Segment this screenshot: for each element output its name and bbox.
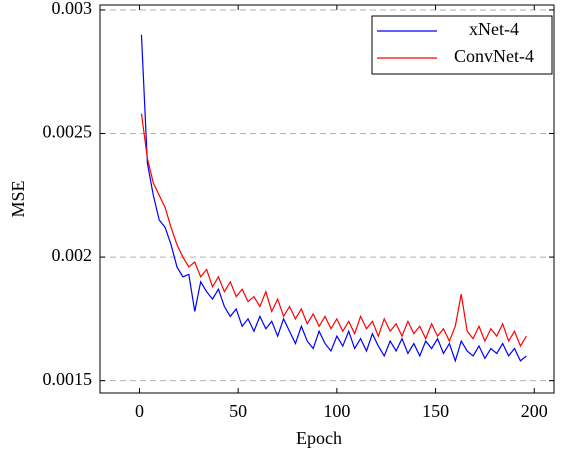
x-tick-label: 200 xyxy=(521,401,548,421)
series-line xyxy=(140,113,527,348)
y-tick-label: 0.0015 xyxy=(43,369,93,389)
series-line xyxy=(140,34,527,363)
x-tick-label: 50 xyxy=(229,401,247,421)
y-tick-label: 0.003 xyxy=(52,0,93,18)
x-tick-label: 150 xyxy=(422,401,449,421)
legend-label: xNet-4 xyxy=(469,19,519,39)
x-axis-label: Epoch xyxy=(296,428,342,448)
plot-frame xyxy=(99,4,555,394)
y-axis-label: MSE xyxy=(8,180,28,217)
legend-box xyxy=(371,15,553,75)
x-tick-label: 0 xyxy=(135,401,144,421)
x-tick-label: 100 xyxy=(323,401,350,421)
y-tick-label: 0.002 xyxy=(52,245,93,265)
legend-label: ConvNet-4 xyxy=(454,46,534,66)
y-tick-label: 0.0025 xyxy=(43,122,93,142)
